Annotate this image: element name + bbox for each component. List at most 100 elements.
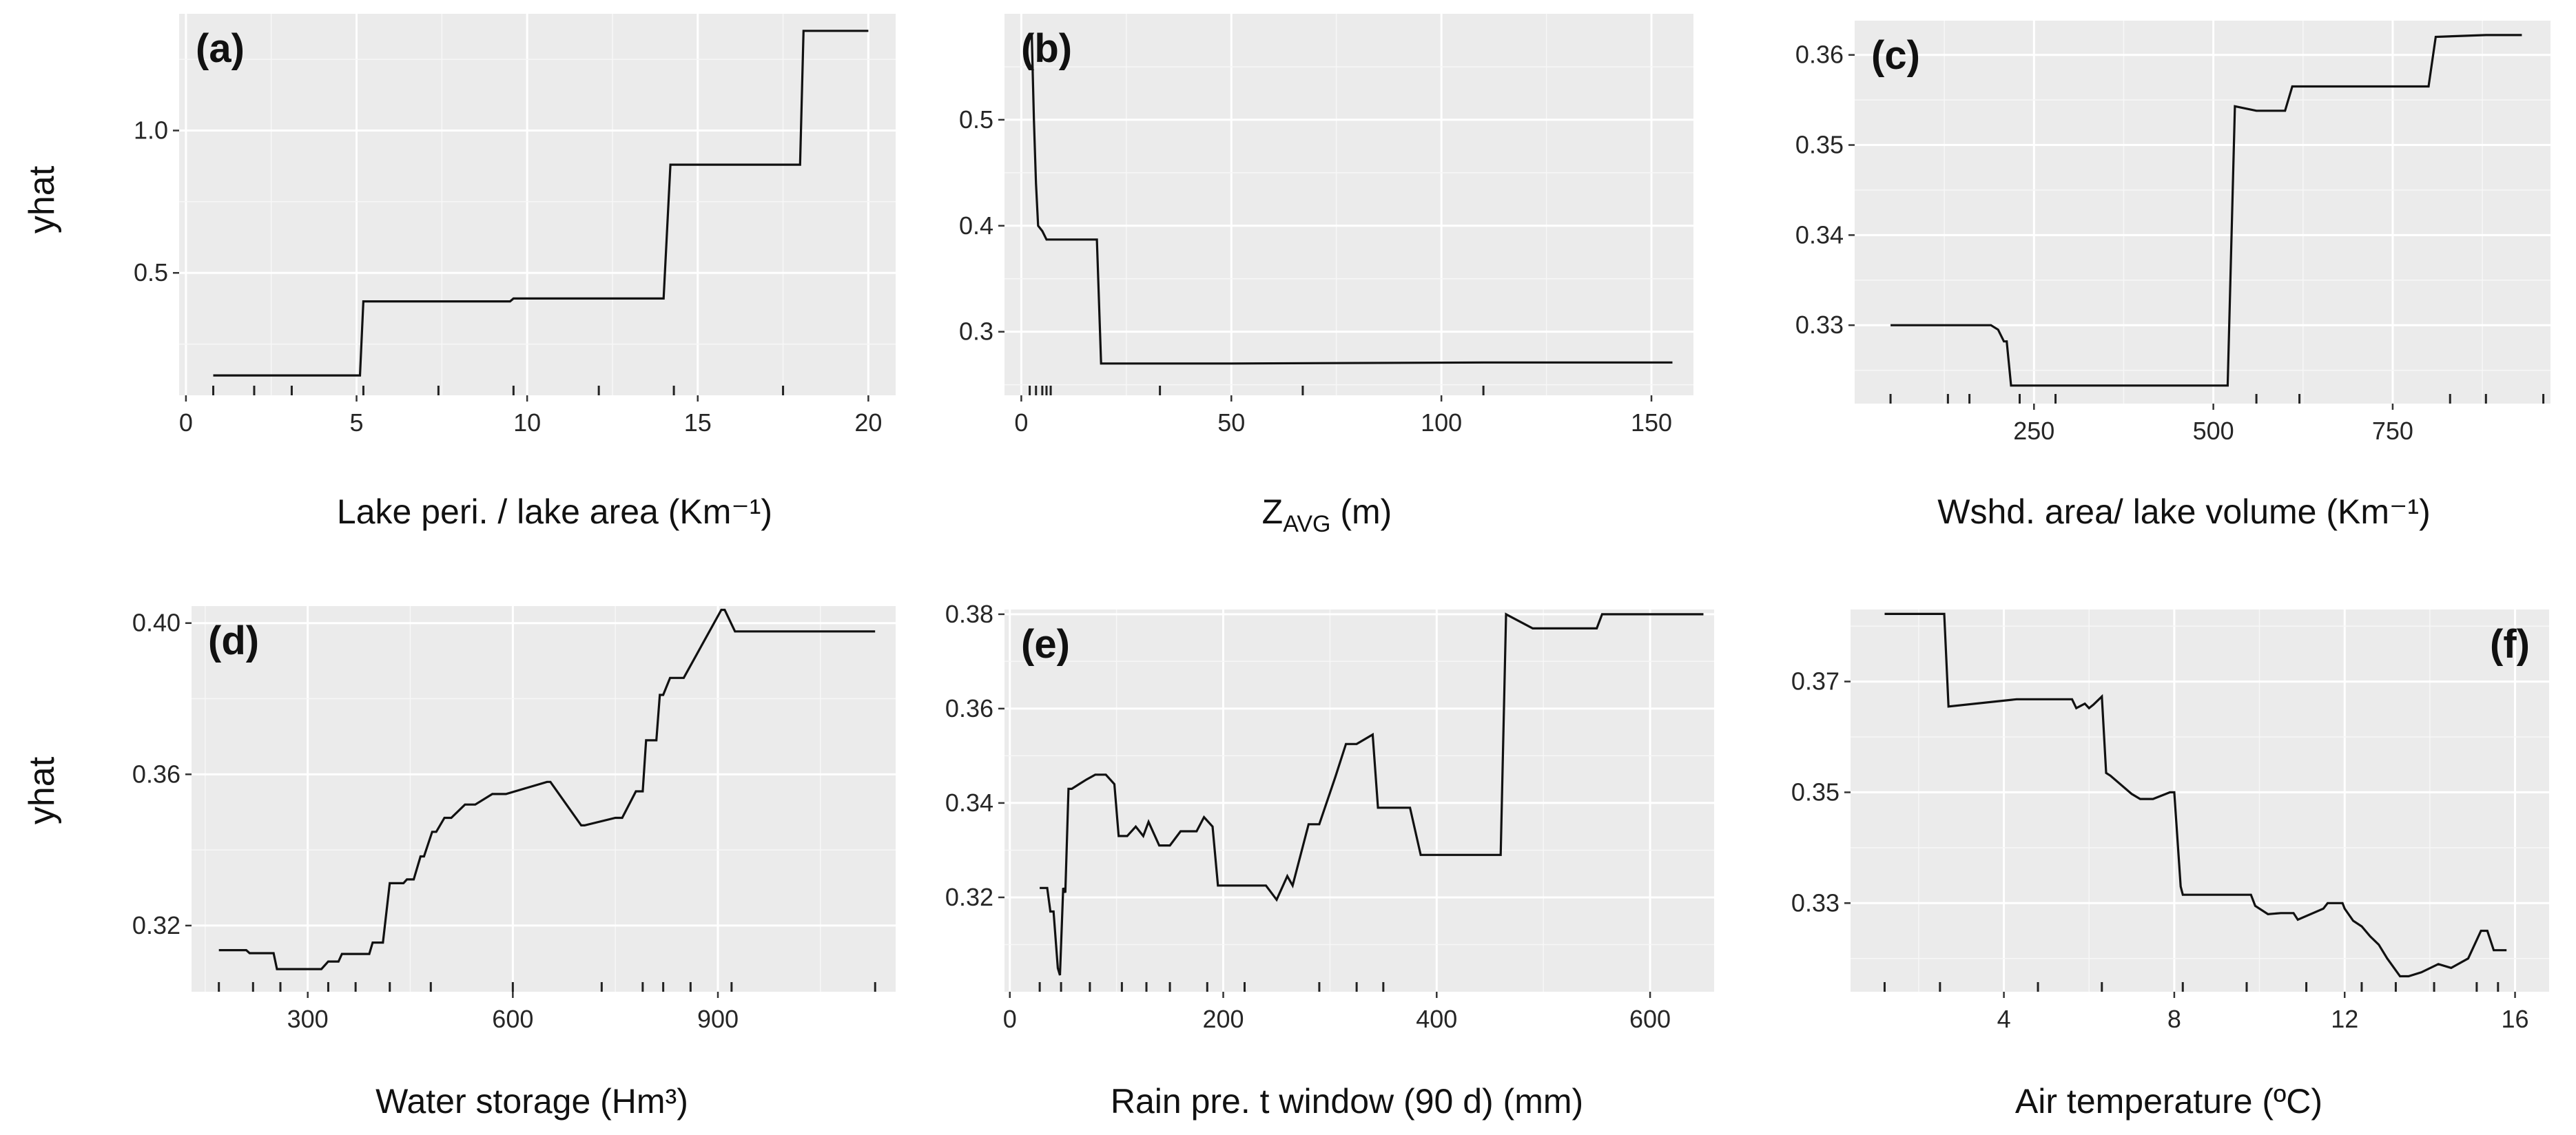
panel-d-dependence-curve xyxy=(218,608,876,970)
panel-d-tag: (d) xyxy=(208,618,259,663)
panel-c-y-tick-label: 0.35 xyxy=(1795,131,1844,159)
panel-b-x-axis-title-subscript: AVG xyxy=(1283,511,1330,537)
panel-a-x-axis-title: Lake peri. / lake area (Km⁻¹) xyxy=(337,492,772,531)
panel-f-y-ticks: 0.33 0.35 0.37 xyxy=(1791,667,1851,917)
panel-c-x-tick-label: 750 xyxy=(2372,417,2413,445)
panel-a-background xyxy=(179,14,896,395)
panel-d-grid xyxy=(192,606,896,992)
panel-b-tag: (b) xyxy=(1021,26,1072,71)
panel-e-rug xyxy=(1038,982,1385,992)
panel-f-y-tick-label: 0.33 xyxy=(1791,888,1840,917)
panel-e-x-axis-title: Rain pre. t window (90 d) (mm) xyxy=(1111,1082,1583,1121)
panel-b: 0 50 100 150 0.3 0.4 0.5 (b) ZAVG (m) xyxy=(959,14,1693,537)
panel-c-dependence-curve xyxy=(1890,34,2522,387)
panel-f-x-tick-label: 4 xyxy=(1997,1005,2011,1033)
panel-d-background xyxy=(192,606,896,992)
panel-d-x-tick-label: 600 xyxy=(492,1005,533,1033)
panel-c-tag: (c) xyxy=(1871,33,1920,78)
panel-e-dependence-curve xyxy=(1040,612,1704,976)
panel-a-y-tick-label: 1.0 xyxy=(134,116,168,145)
panel-e: 0 200 400 600 0.32 0.34 0.36 0.38 (e) Rain pre… xyxy=(945,600,1714,1121)
panel-d-rug xyxy=(218,982,876,992)
panel-e-tag: (e) xyxy=(1021,622,1070,667)
panel-a-x-tick-label: 5 xyxy=(350,408,364,437)
panel-b-x-tick-label: 50 xyxy=(1217,408,1245,437)
panel-c-x-tick-label: 250 xyxy=(2013,417,2054,445)
panel-f-x-tick-label: 8 xyxy=(2167,1005,2181,1033)
panel-a-y-tick-label: 0.5 xyxy=(134,258,168,287)
panel-b-background xyxy=(1004,14,1693,395)
panel-a-dependence-curve xyxy=(213,30,869,377)
panel-a-x-tick-label: 15 xyxy=(684,408,712,437)
panel-a-rug xyxy=(212,386,785,395)
panel-c-rug xyxy=(1889,394,2545,404)
panel-a-x-ticks: 0 5 10 15 20 xyxy=(179,395,882,437)
panel-e-y-tick-label: 0.36 xyxy=(945,694,993,722)
panel-c-y-tick-label: 0.33 xyxy=(1795,311,1844,339)
panel-f-background xyxy=(1851,610,2549,992)
panel-f: 4 8 12 16 0.33 0.35 0.37 (f) Air temperature … xyxy=(1791,610,2549,1121)
panel-f-grid xyxy=(1851,610,2549,992)
y-axis-title-bottom: yhat xyxy=(22,756,62,824)
panel-a-x-tick-label: 0 xyxy=(179,408,193,437)
panel-c-x-tick-label: 500 xyxy=(2193,417,2234,445)
panel-d-y-ticks: 0.32 0.36 0.40 xyxy=(132,609,192,939)
panel-d-x-axis-title: Water storage (Hm³) xyxy=(375,1082,688,1121)
panel-e-x-tick-label: 600 xyxy=(1629,1005,1671,1033)
panel-c-x-axis-title: Wshd. area/ lake volume (Km⁻¹) xyxy=(1937,492,2430,531)
panel-d-x-ticks: 300 600 900 xyxy=(287,992,739,1033)
panel-e-x-tick-label: 0 xyxy=(1003,1005,1017,1033)
panel-f-x-axis-title: Air temperature (ºC) xyxy=(2015,1082,2322,1121)
panel-e-y-tick-label: 0.34 xyxy=(945,789,993,817)
panel-b-x-tick-label: 150 xyxy=(1631,408,1672,437)
panel-a: 0 5 10 15 20 0.5 1.0 (a) Lake peri. / lake ar… xyxy=(134,14,896,531)
panel-d-y-tick-label: 0.40 xyxy=(132,609,181,637)
panel-c-y-tick-label: 0.36 xyxy=(1795,41,1844,69)
panel-e-grid xyxy=(1004,610,1714,992)
panel-e-x-ticks: 0 200 400 600 xyxy=(1003,992,1671,1033)
panel-f-x-tick-label: 16 xyxy=(2502,1005,2529,1033)
panel-d-y-tick-label: 0.32 xyxy=(132,911,181,939)
panel-e-y-tick-label: 0.38 xyxy=(945,600,993,628)
panel-a-x-tick-label: 10 xyxy=(513,408,541,437)
panel-f-tag: (f) xyxy=(2490,622,2530,667)
panel-a-tag: (a) xyxy=(196,26,245,71)
panel-b-x-tick-label: 0 xyxy=(1014,408,1028,437)
panel-b-y-tick-label: 0.4 xyxy=(959,211,993,240)
panel-b-x-tick-label: 100 xyxy=(1421,408,1462,437)
panel-b-x-axis-title: ZAVG (m) xyxy=(1262,492,1392,537)
panel-d-y-tick-label: 0.36 xyxy=(132,760,181,788)
panel-f-y-tick-label: 0.35 xyxy=(1791,778,1840,806)
panel-b-y-tick-label: 0.3 xyxy=(959,317,993,346)
panel-e-background xyxy=(1004,610,1714,992)
panel-b-grid xyxy=(1004,14,1693,395)
panel-f-y-tick-label: 0.37 xyxy=(1791,667,1840,696)
panel-b-x-ticks: 0 50 100 150 xyxy=(1014,395,1672,437)
panel-d: 300 600 900 0.32 0.36 0.40 (d) Water storage… xyxy=(132,606,896,1121)
panel-f-x-tick-label: 12 xyxy=(2331,1005,2358,1033)
y-axis-title-top: yhat xyxy=(22,165,62,233)
panel-e-y-ticks: 0.32 0.34 0.36 0.38 xyxy=(945,600,1004,911)
panel-e-x-tick-label: 400 xyxy=(1416,1005,1457,1033)
panel-d-x-tick-label: 900 xyxy=(697,1005,739,1033)
panel-e-y-tick-label: 0.32 xyxy=(945,883,993,911)
panel-a-x-tick-label: 20 xyxy=(854,408,882,437)
panel-a-y-ticks: 0.5 1.0 xyxy=(134,116,179,287)
panel-b-dependence-curve xyxy=(1031,34,1673,365)
panel-b-rug xyxy=(1029,386,1485,395)
panel-a-grid xyxy=(179,14,896,395)
panel-c-y-ticks: 0.33 0.34 0.35 0.36 xyxy=(1795,41,1855,339)
panel-f-dependence-curve xyxy=(1884,612,2507,978)
panel-e-x-tick-label: 200 xyxy=(1202,1005,1244,1033)
panel-c-x-ticks: 250 500 750 xyxy=(2013,404,2413,445)
panel-c-y-tick-label: 0.34 xyxy=(1795,220,1844,249)
panel-b-x-axis-title-unit: (m) xyxy=(1330,492,1392,531)
panel-f-x-ticks: 4 8 12 16 xyxy=(1997,992,2529,1033)
panel-c-background xyxy=(1855,21,2551,404)
panel-b-y-tick-label: 0.5 xyxy=(959,105,993,134)
panel-c: 250 500 750 0.33 0.34 0.35 0.36 (c) Wshd. are… xyxy=(1795,21,2551,531)
panel-d-x-tick-label: 300 xyxy=(287,1005,329,1033)
panel-b-y-ticks: 0.3 0.4 0.5 xyxy=(959,105,1004,346)
panel-b-x-axis-title-main: Z xyxy=(1262,492,1284,531)
